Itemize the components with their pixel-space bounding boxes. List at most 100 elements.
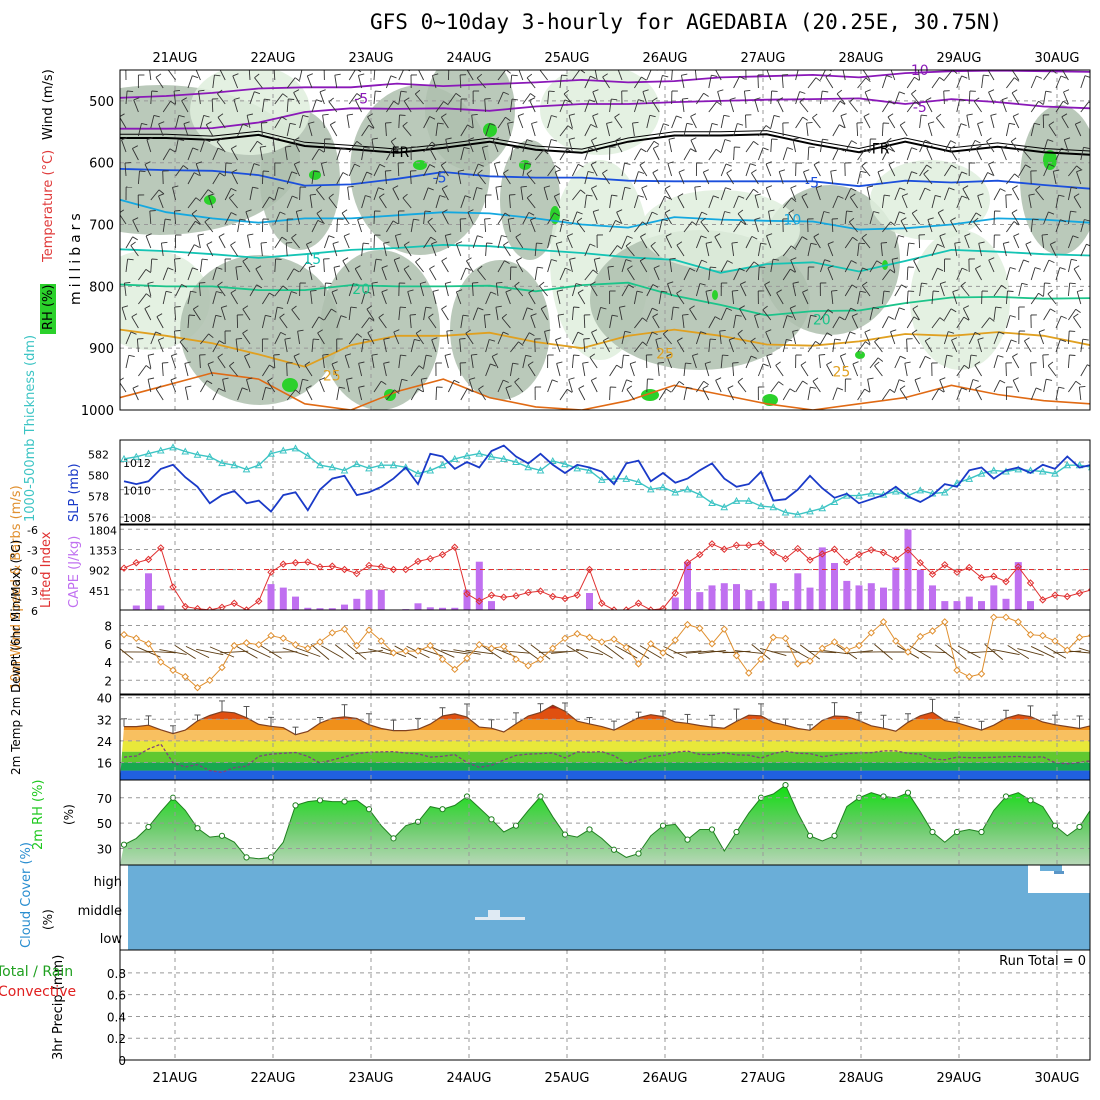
wind-barb-flag [723, 114, 730, 117]
wind-barb-flag [471, 353, 478, 356]
wind-barb-flag [989, 317, 995, 322]
wind-barb [807, 341, 816, 353]
wind-barb [428, 317, 437, 329]
wind-barbs [120, 66, 1090, 401]
wind-barb-flag [482, 145, 489, 148]
wind-barb [658, 291, 662, 305]
wind-barb [472, 187, 478, 201]
wind-barb-flag [815, 77, 821, 82]
wind-barb-flag [766, 66, 772, 68]
wind-barb-flag [632, 121, 639, 124]
wind-point [1075, 633, 1084, 642]
wind-barb-flag [886, 137, 892, 143]
wind-barb-flag [291, 291, 298, 294]
wind-barb [304, 364, 313, 377]
rh-point [194, 825, 201, 832]
wind-barb-flag [925, 97, 932, 101]
wind-barb [607, 267, 611, 281]
wind-barb [830, 171, 834, 185]
wind-barb [1018, 164, 1026, 177]
wind-barb-flag [1083, 146, 1090, 149]
date-labels-bottom: 21AUG 22AUG 23AUG 24AUG 25AUG 26AUG 27AUG 28AUG… [152, 1071, 1079, 1086]
wind-barb-flag [316, 99, 323, 103]
wind-barb [931, 268, 938, 281]
wind-barb [522, 332, 530, 345]
wind-barb [832, 387, 838, 401]
wind-barb [211, 98, 214, 113]
wind-barb [260, 243, 263, 257]
wind-barb-flag [695, 67, 701, 68]
wind-barb [729, 99, 735, 113]
wind-barb [993, 285, 1002, 297]
li-point [169, 583, 177, 591]
cape-bar [353, 598, 361, 610]
wind-barb [441, 308, 449, 321]
wind-point [402, 647, 410, 655]
wind-barb-flag [124, 281, 131, 284]
wind-barb-flag [830, 169, 837, 172]
wind-barb [568, 379, 573, 393]
wind-barb-flag [221, 305, 228, 309]
wind-point [708, 640, 716, 648]
wind-barb-flag [505, 116, 511, 122]
wind-barb [731, 291, 735, 305]
wind-barb-flag [589, 99, 596, 103]
wind-barb-flag [554, 193, 560, 197]
wind-barb [495, 307, 499, 321]
wind-barb-flag [439, 195, 446, 198]
wind-barb [1010, 141, 1020, 153]
wind-barb [526, 197, 536, 209]
wind-barb-flag [255, 265, 262, 270]
wind-barb-flag [1013, 377, 1019, 381]
wind-barb-flag [1061, 113, 1068, 118]
isotherm-15 [120, 243, 1090, 274]
wind-barb-flag [834, 338, 841, 341]
wind-barb [1042, 354, 1045, 369]
li-point [304, 558, 312, 566]
thickness-point [475, 449, 484, 457]
wind-barb [273, 354, 276, 369]
wind-barb-flag [676, 115, 683, 119]
wind-barb [308, 123, 313, 137]
wind-barb-flag [737, 329, 743, 335]
wind-barb-flag [641, 185, 648, 189]
wind-barb-flag [849, 331, 856, 335]
wind-barb-flag [206, 380, 213, 385]
wind-barb-flag [1048, 211, 1055, 215]
wind-barb-flag [490, 363, 497, 367]
wind-barb [993, 355, 999, 369]
li-line [123, 542, 1090, 610]
wind-barb [137, 123, 142, 137]
wind-point [169, 666, 177, 674]
wind-point [757, 655, 765, 664]
wind-point [500, 642, 508, 651]
wind-barb-flag [194, 244, 200, 248]
wind-barb-flag [987, 66, 992, 69]
rh-blob [450, 260, 550, 400]
wind-barb [402, 125, 412, 137]
wind-barb [410, 388, 419, 401]
wind-barb-flag [988, 89, 995, 93]
wind-barb-flag [511, 98, 519, 101]
wind-barb-flag [206, 121, 212, 126]
wind-barb [682, 315, 685, 329]
li-tick: 3 [31, 585, 38, 598]
thickness-point [401, 463, 410, 471]
date-label-top: 23AUG [348, 51, 393, 66]
isotherm-FR [120, 133, 1090, 156]
wind-barb [839, 355, 846, 369]
wind-barb-flag [1012, 66, 1017, 69]
wind-barb-flag [810, 242, 817, 246]
wind-barb [650, 245, 660, 257]
wind-barb [220, 307, 226, 321]
wind-barb [795, 91, 801, 105]
wind-barb-flag [652, 284, 659, 288]
wind-barb-flag [899, 385, 906, 390]
wind-barb [708, 101, 718, 113]
wind-barb [441, 212, 449, 225]
wind-barb-flag [921, 282, 928, 285]
wind-barb [634, 317, 643, 329]
wind-barb-flag [669, 257, 676, 260]
wind-barb [683, 363, 686, 377]
ylabel-millibars: millibars [68, 209, 84, 305]
